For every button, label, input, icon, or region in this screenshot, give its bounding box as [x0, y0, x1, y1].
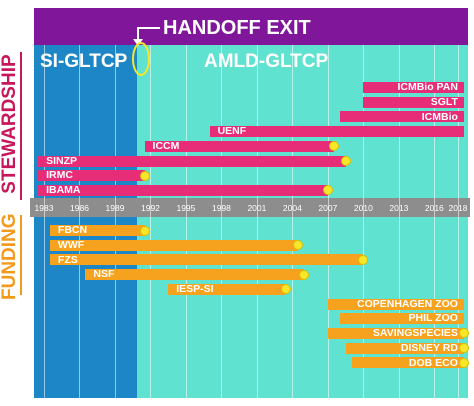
end-marker [139, 225, 150, 236]
year-tick-label: 2010 [353, 203, 373, 213]
bar-label: UENF [217, 125, 247, 138]
stewardship-bar [38, 184, 328, 196]
end-marker [328, 141, 339, 152]
grid-line [398, 45, 400, 398]
stewardship-bar [339, 111, 464, 123]
grid-line [114, 45, 116, 398]
bar-label: IBAMA [46, 184, 81, 197]
end-marker [358, 254, 369, 265]
bar-label: FBCN [57, 224, 88, 237]
side-divider-top [20, 52, 22, 200]
bar-label: NSF [93, 268, 115, 281]
grid-line [150, 45, 152, 398]
year-tick-label: 1989 [105, 203, 125, 213]
funding-bar [327, 298, 464, 310]
grid-line [363, 45, 365, 398]
bar-label: FZS [57, 253, 78, 266]
grid-line [327, 45, 329, 398]
si-phase-panel [34, 45, 137, 398]
stewardship-bar [363, 96, 464, 108]
bar-label: SGLT [430, 95, 458, 108]
grid-line [458, 45, 459, 398]
amld-phase-label: AMLD-GLTCP [204, 51, 329, 72]
end-marker [139, 170, 150, 181]
year-tick-label: 1998 [211, 203, 231, 213]
year-tick-label: 2016 [424, 203, 444, 213]
bar-label: WWF [57, 238, 85, 251]
handoff-label: HANDOFF EXIT [163, 17, 311, 39]
end-marker [458, 357, 469, 368]
header-band [34, 8, 468, 45]
end-marker [293, 240, 304, 251]
year-tick-label: 1992 [140, 203, 160, 213]
funding-bar [49, 225, 145, 236]
stewardship-bar [38, 155, 346, 167]
bar-label: ICMBio [421, 110, 458, 123]
year-tick-label: 2001 [247, 203, 267, 213]
year-tick-label: 2004 [282, 203, 302, 213]
bar-label: DOB ECO [408, 356, 458, 369]
funding-bar [345, 342, 464, 354]
year-tick-label: 1995 [176, 203, 196, 213]
si-phase-label: SI-GLTCP [40, 51, 128, 72]
funding-bar [49, 254, 364, 266]
end-marker [340, 156, 351, 166]
bar-label: IESP-SI [176, 283, 214, 296]
funding-bar [351, 357, 464, 369]
bar-label: SAVINGSPECIES [372, 327, 458, 340]
funding-bar [327, 327, 464, 339]
grid-line [185, 45, 187, 398]
end-marker [299, 269, 310, 280]
year-axis-band [30, 198, 470, 217]
end-marker [458, 328, 469, 339]
grid-line [292, 45, 294, 398]
bar-label: PHIL ZOO [408, 312, 458, 325]
end-marker [322, 185, 333, 196]
grid-line [221, 45, 223, 398]
funding-bar [168, 283, 287, 295]
funding-bar [339, 313, 464, 325]
year-tick-label: 1986 [70, 203, 89, 213]
bar-label: IRMC [46, 169, 73, 182]
stewardship-bar [38, 170, 145, 182]
grid-line [434, 45, 436, 398]
bar-label: COPENHAGEN ZOO [356, 297, 458, 310]
end-marker [458, 343, 469, 354]
grid-line [44, 45, 45, 398]
side-divider-bottom [20, 215, 22, 295]
funding-bar [85, 269, 305, 281]
grid-line [79, 45, 81, 398]
handoff-highlight-ellipse [132, 42, 150, 76]
year-tick-label: 2013 [389, 203, 409, 213]
funding-bar [49, 239, 299, 251]
bar-label: ICMBio PAN [397, 81, 458, 94]
handoff-arrow-icon [133, 27, 160, 46]
end-marker [281, 284, 292, 295]
year-tick-label: 1983 [34, 203, 54, 213]
year-tick-label: 2007 [318, 203, 338, 213]
grid-line [256, 45, 258, 398]
bar-label: SINZP [46, 154, 77, 167]
year-tick-label: 2018 [448, 203, 468, 213]
stewardship-bar [144, 140, 334, 152]
bar-label: DISNEY RD [400, 341, 458, 354]
stewardship-bar [363, 82, 464, 93]
stewardship-bar [209, 126, 464, 138]
bar-label: ICCM [152, 140, 180, 153]
